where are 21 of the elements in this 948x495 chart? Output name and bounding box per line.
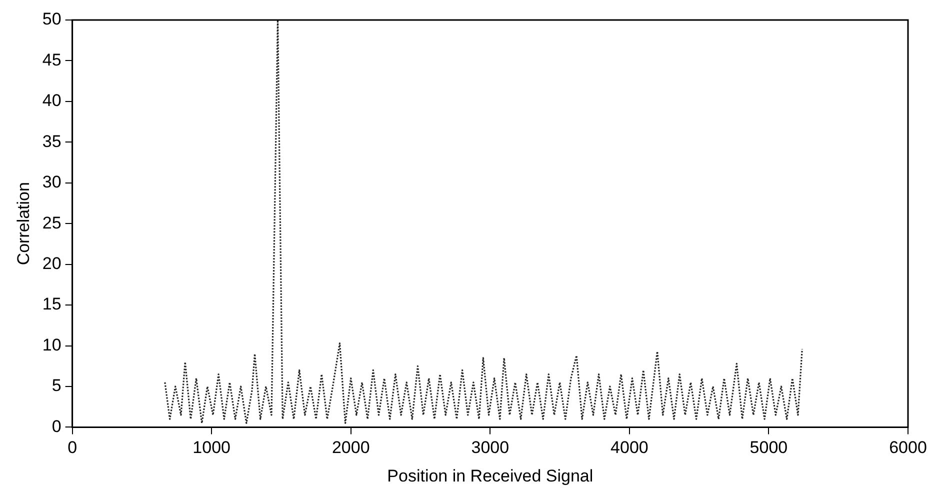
x-tick-label: 2000 [332,438,370,458]
y-tick-label: 30 [42,172,62,192]
x-axis-title: Position in Received Signal [387,466,594,486]
y-tick-label: 45 [42,50,62,70]
y-tick-label: 50 [42,10,62,29]
x-tick-label: 1000 [192,438,231,458]
y-tick-label: 10 [42,335,62,354]
y-axis-title: Correlation [14,182,33,266]
x-tick-label: 6000 [889,438,927,458]
y-tick-label: 40 [42,91,62,110]
y-tick-label: 15 [42,294,62,314]
y-tick-label: 25 [42,213,62,232]
y-tick-label: 20 [42,254,62,274]
y-tick-label: 5 [52,376,62,396]
line-series [164,20,803,424]
x-tick-label: 4000 [610,438,648,458]
x-tick-label: 5000 [750,438,788,458]
x-tick-label: 3000 [471,438,510,458]
x-tick-label: 0 [68,438,78,458]
y-tick-label: 0 [52,416,62,436]
y-tick-label: 35 [42,132,62,151]
